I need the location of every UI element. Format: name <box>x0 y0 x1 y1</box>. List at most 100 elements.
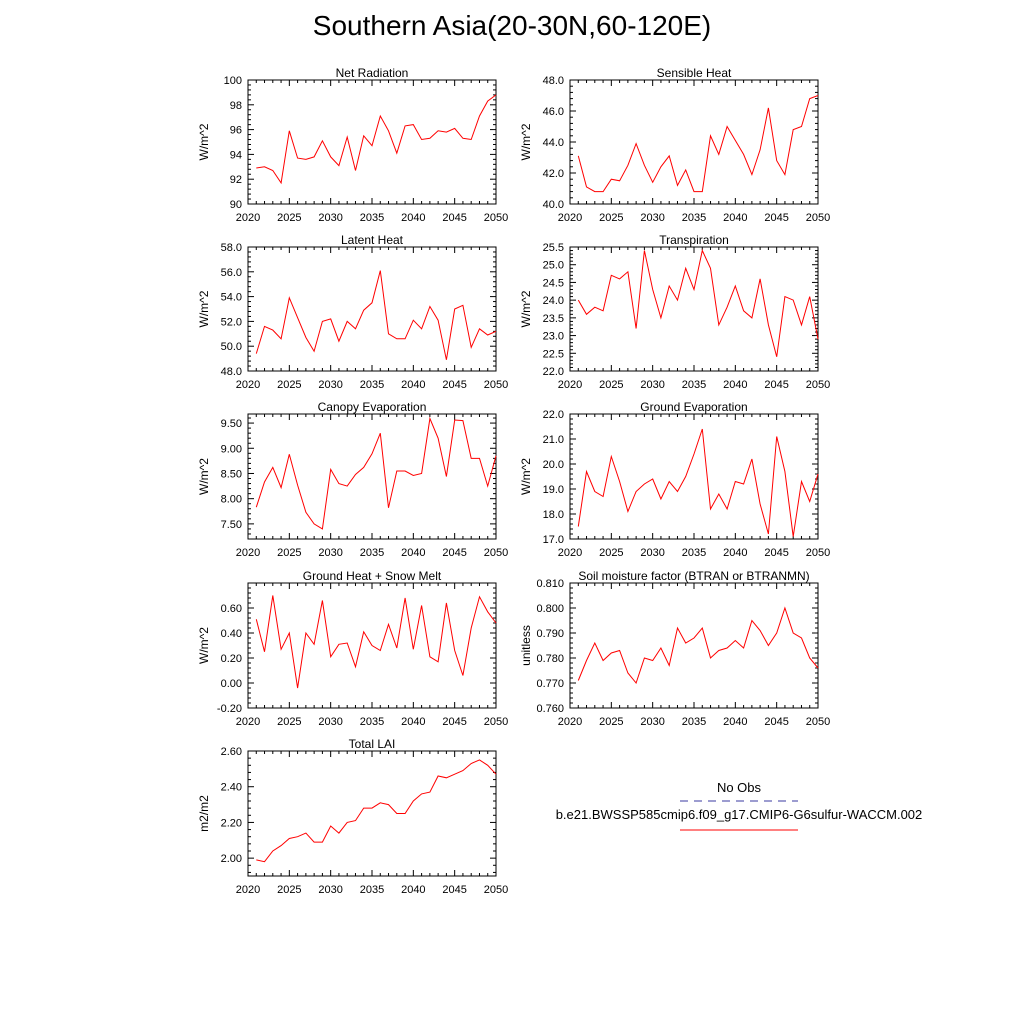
y-tick-label: 0.780 <box>536 653 564 665</box>
figure-title: Southern Asia(20-30N,60-120E) <box>312 10 712 41</box>
x-tick-label: 2045 <box>764 716 788 728</box>
y-tick-label: 52.0 <box>221 316 242 328</box>
x-tick-label: 2035 <box>682 547 706 559</box>
y-tick-label: 94 <box>230 149 242 161</box>
panel-title: Soil moisture factor (BTRAN or BTRANMN) <box>578 569 809 583</box>
x-tick-label: 2050 <box>484 212 508 224</box>
y-tick-label: 23.5 <box>543 313 564 325</box>
y-tick-label: 7.50 <box>221 519 242 531</box>
y-tick-label: 18.0 <box>543 509 564 521</box>
y-tick-label: 9.50 <box>221 418 242 430</box>
legend-obs-label: No Obs <box>717 780 762 795</box>
plot-frame <box>247 750 497 877</box>
series-line <box>577 95 819 193</box>
plot-frame <box>247 79 497 205</box>
chart-panel-4: Transpiration W/m^2 2020 2025 2030 2035 2040 20… <box>519 233 830 391</box>
chart-panel-5: Canopy Evaporation W/m^2 2020 2025 2030 2035 2… <box>197 400 508 559</box>
y-tick-label: 2.40 <box>221 782 242 794</box>
y-tick-label: 46.0 <box>543 106 564 118</box>
x-tick-label: 2030 <box>318 212 342 224</box>
y-axis-label: W/m^2 <box>197 458 211 495</box>
y-tick-label: 56.0 <box>221 267 242 279</box>
series-line <box>577 428 819 537</box>
y-tick-label: 22.5 <box>543 348 564 360</box>
x-tick-label: 2020 <box>558 379 582 391</box>
x-tick-label: 2045 <box>442 212 466 224</box>
chart-panel-8: Soil moisture factor (BTRAN or BTRANMN) u… <box>519 569 830 728</box>
x-tick-label: 2025 <box>277 884 301 896</box>
panel-title: Transpiration <box>659 233 729 247</box>
y-tick-label: 19.0 <box>543 484 564 496</box>
x-tick-label: 2035 <box>360 716 384 728</box>
y-tick-label: 100 <box>224 75 242 87</box>
y-tick-label: 25.0 <box>543 260 564 272</box>
y-tick-label: 2.20 <box>221 817 242 829</box>
x-tick-label: 2045 <box>764 212 788 224</box>
y-tick-label: 2.60 <box>221 746 242 758</box>
y-tick-label: 0.790 <box>536 628 564 640</box>
panel-title: Ground Heat + Snow Melt <box>303 569 442 583</box>
y-axis-label: W/m^2 <box>519 123 533 160</box>
y-tick-label: 54.0 <box>221 292 242 304</box>
chart-panel-1: Net Radiation W/m^2 2020 2025 2030 2035 2040 20… <box>197 66 508 224</box>
panel-title: Latent Heat <box>341 233 404 247</box>
y-tick-label: 0.60 <box>221 603 242 615</box>
x-tick-label: 2030 <box>318 716 342 728</box>
x-tick-label: 2025 <box>277 547 301 559</box>
y-tick-label: 92 <box>230 174 242 186</box>
x-tick-label: 2040 <box>723 379 747 391</box>
y-tick-label: 8.00 <box>221 494 242 506</box>
y-tick-label: 48.0 <box>543 75 564 87</box>
y-tick-label: 0.20 <box>221 653 242 665</box>
chart-panel-2: Sensible Heat W/m^2 2020 2025 2030 2035 2040 20… <box>519 66 830 224</box>
y-tick-label: 58.0 <box>221 242 242 254</box>
y-tick-label: 0.00 <box>221 678 242 690</box>
x-tick-label: 2040 <box>401 716 425 728</box>
x-tick-label: 2030 <box>318 547 342 559</box>
y-tick-label: 0.760 <box>536 703 564 715</box>
legend-case-label: b.e21.BWSSP585cmip6.f09_g17.CMIP6-G6sulf… <box>556 807 923 822</box>
x-tick-label: 2050 <box>484 884 508 896</box>
series-line <box>256 759 497 863</box>
chart-panel-3: Latent Heat W/m^2 2020 2025 2030 2035 2040 2045… <box>197 233 508 391</box>
y-tick-label: 9.00 <box>221 443 242 455</box>
x-tick-label: 2020 <box>236 884 260 896</box>
y-tick-label: 20.0 <box>543 459 564 471</box>
x-tick-label: 2030 <box>318 379 342 391</box>
x-tick-label: 2050 <box>806 716 830 728</box>
chart-panel-7: Ground Heat + Snow Melt W/m^2 2020 2025 2030… <box>197 569 508 728</box>
y-tick-label: 17.0 <box>543 534 564 546</box>
plot-frame <box>569 582 819 709</box>
x-tick-label: 2020 <box>236 379 260 391</box>
y-axis-label: W/m^2 <box>519 458 533 495</box>
x-tick-label: 2050 <box>806 379 830 391</box>
x-tick-label: 2035 <box>360 379 384 391</box>
x-tick-label: 2020 <box>236 547 260 559</box>
x-tick-label: 2040 <box>401 212 425 224</box>
y-tick-label: 40.0 <box>543 199 564 211</box>
x-tick-label: 2040 <box>723 716 747 728</box>
series-line <box>577 248 819 357</box>
x-tick-label: 2025 <box>599 379 623 391</box>
x-tick-label: 2040 <box>401 379 425 391</box>
x-tick-label: 2050 <box>806 547 830 559</box>
x-tick-label: 2035 <box>360 212 384 224</box>
x-tick-label: 2025 <box>277 212 301 224</box>
x-tick-label: 2025 <box>277 379 301 391</box>
y-axis-label: W/m^2 <box>519 290 533 327</box>
x-tick-label: 2020 <box>558 212 582 224</box>
y-tick-label: 0.770 <box>536 678 564 690</box>
x-tick-label: 2045 <box>764 547 788 559</box>
x-tick-label: 2040 <box>723 547 747 559</box>
panel-title: Net Radiation <box>336 66 409 80</box>
y-axis-label: W/m^2 <box>197 290 211 327</box>
y-tick-label: 44.0 <box>543 137 564 149</box>
x-tick-label: 2030 <box>640 716 664 728</box>
y-tick-label: 21.0 <box>543 434 564 446</box>
x-tick-label: 2030 <box>640 547 664 559</box>
x-tick-label: 2045 <box>442 379 466 391</box>
y-axis-label: W/m^2 <box>197 123 211 160</box>
y-axis-label: unitless <box>519 625 533 666</box>
